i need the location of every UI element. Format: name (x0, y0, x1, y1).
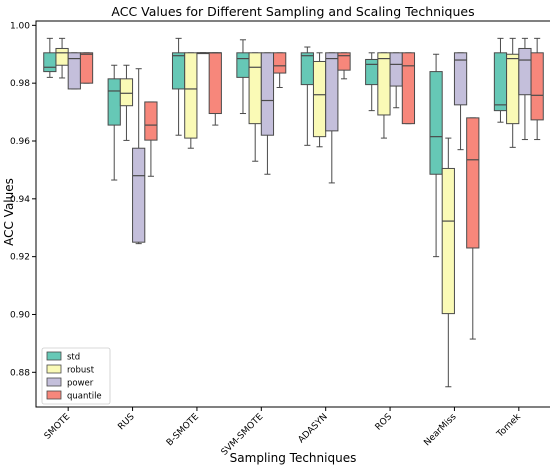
box-ros-robust-box (377, 52, 391, 116)
y-tick-label: 0.88 (10, 368, 30, 378)
box-tomek-quantile-box (530, 52, 544, 121)
box-adasyn-std-box (300, 52, 314, 86)
x-tick-label: Tomek (495, 411, 524, 440)
box-ros-std-box (365, 58, 379, 86)
x-tick-label: B-SMOTE (165, 412, 201, 448)
box-svm-smote-robust-box (248, 52, 262, 125)
x-axis-label: Sampling Techniques (230, 451, 357, 465)
box-rus-power-box (132, 147, 146, 243)
box-adasyn-power-box (325, 52, 339, 132)
box-rus-robust-box (119, 78, 134, 107)
box-b-smote-std-box (171, 52, 186, 90)
y-axis-ticks: 0.88 0.90 0.92 0.94 0.96 0.98 1.00 (10, 21, 36, 378)
plot-frame (35, 20, 550, 408)
box-nearmiss-robust-box (441, 167, 455, 315)
box-smote-std-box (43, 52, 57, 73)
legend-label-quantile: quantile (67, 392, 102, 402)
y-tick-label: 0.94 (10, 195, 30, 205)
box-adasyn-quantile-box (337, 52, 351, 71)
legend-swatch-std (46, 351, 62, 361)
x-tick-label: RUS (116, 412, 136, 432)
legend-swatch-quantile (46, 390, 62, 400)
box-nearmiss-quantile-box (466, 117, 480, 249)
chart-title: ACC Values for Different Sampling and Sc… (111, 4, 474, 19)
box-svm-smote-power-box (260, 52, 275, 136)
box-tomek-robust-box (506, 53, 520, 125)
boxes-layer (43, 37, 544, 388)
legend-swatch-robust (46, 364, 62, 374)
y-tick-label: 0.98 (10, 79, 30, 89)
box-adasyn-robust-box (312, 60, 327, 138)
x-tick-label: ROS (374, 412, 395, 433)
x-tick-label: ADASYN (297, 412, 330, 445)
x-tick-label: NearMiss (422, 412, 458, 448)
y-tick-label: 0.92 (10, 253, 30, 263)
box-nearmiss-power-box (453, 52, 468, 106)
box-tomek-std-box (493, 52, 508, 112)
box-smote-quantile-box (79, 52, 94, 84)
legend-label-robust: robust (67, 366, 95, 376)
box-rus-quantile-box (144, 101, 158, 141)
x-tick-label: SMOTE (43, 412, 73, 442)
y-tick-label: 0.90 (10, 310, 30, 320)
box-ros-power-box (389, 52, 403, 87)
legend-frame (41, 347, 111, 405)
y-tick-label: 1.00 (10, 21, 30, 31)
box-ros-quantile-box (401, 52, 416, 125)
box-rus-std-box (107, 78, 121, 126)
legend-label-std: std (67, 353, 80, 363)
box-svm-smote-quantile-box (273, 52, 287, 74)
legend-swatch-power (46, 377, 62, 387)
legend-label-power: power (67, 379, 94, 389)
box-svm-smote-std-box (236, 52, 250, 78)
box-b-smote-robust-box (184, 52, 198, 139)
box-smote-robust-box (55, 47, 69, 66)
box-b-smote-quantile-box (208, 52, 222, 115)
legend: std robust power quantile (41, 347, 111, 405)
box-tomek-power-box (518, 47, 532, 96)
y-tick-label: 0.96 (10, 137, 30, 147)
box-nearmiss-std-box (429, 71, 443, 175)
y-axis-label: ACC Values (2, 178, 16, 246)
